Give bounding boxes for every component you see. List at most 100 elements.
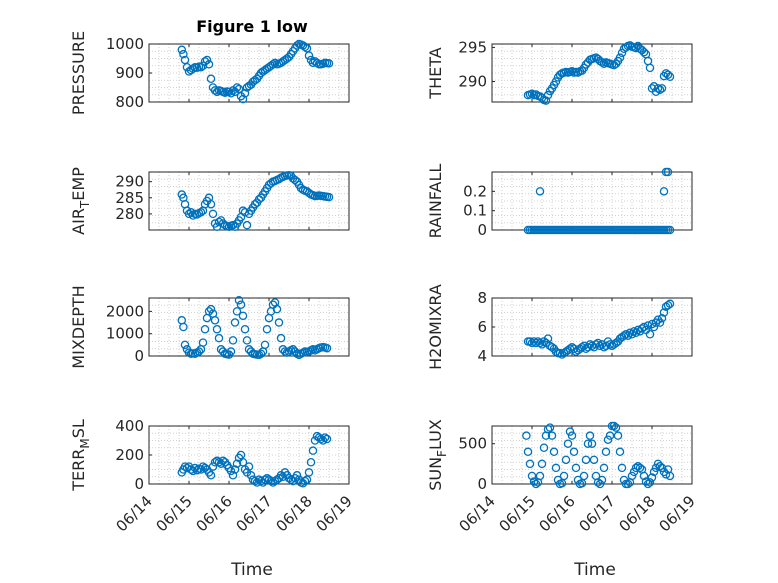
data-point [230, 318, 240, 327]
data-point [194, 347, 204, 356]
data-point [621, 329, 631, 339]
data-point [639, 471, 649, 481]
data-point [250, 476, 260, 486]
data-point [665, 225, 675, 235]
data-point [240, 208, 250, 217]
data-point [244, 462, 254, 471]
data-point [206, 471, 216, 480]
data-point [601, 447, 611, 457]
y-tick-label: 200 [115, 446, 144, 464]
y-tick-label: 800 [115, 93, 144, 111]
data-point [617, 48, 627, 58]
data-point [210, 457, 220, 467]
data-point [595, 479, 605, 489]
data-point [210, 316, 220, 325]
y-tick-label: 290 [115, 173, 144, 191]
y-axis-label: SUNFLUX [426, 419, 449, 491]
data-point [657, 84, 667, 93]
panel-mixdepth: 0 1000 2000 MIXDEPTH [69, 285, 350, 369]
data-point [324, 59, 334, 68]
y-axis-label: MIXDEPTH [69, 285, 88, 368]
x-tick-label: 06/19 [313, 492, 356, 535]
data-point [304, 468, 314, 477]
data-point [643, 479, 653, 489]
data-point [645, 63, 655, 73]
data-point [324, 192, 334, 202]
data-point [615, 53, 625, 62]
data-point [260, 475, 270, 484]
data-point [268, 60, 278, 69]
data-point [601, 341, 611, 351]
data-point [665, 299, 675, 309]
data-point [238, 94, 248, 104]
data-point [240, 89, 250, 98]
axes-box [491, 43, 693, 103]
data-point [202, 55, 212, 65]
y-tick-label: 0 [477, 221, 487, 239]
data-point [583, 439, 593, 448]
x-tick-label: 06/16 [193, 492, 236, 535]
data-point [649, 467, 659, 477]
data-point [214, 457, 224, 467]
data-point [629, 327, 639, 336]
data-point [238, 311, 248, 321]
data-point [242, 220, 252, 230]
panel-pressure: 800 900 1000 PRESSURE [69, 31, 350, 115]
data-point [599, 463, 609, 473]
data-point [551, 463, 561, 473]
y-tick-label: 0 [134, 347, 144, 365]
data-point [198, 61, 208, 71]
data-point [525, 459, 535, 469]
y-axis-label: TERRMSL [69, 419, 92, 492]
y-tick-label: 0 [134, 475, 144, 493]
data-point [179, 322, 188, 332]
data-point [529, 337, 539, 346]
data-point [587, 439, 597, 448]
data-point [200, 324, 210, 334]
data-point [228, 220, 238, 230]
data-point [645, 329, 655, 339]
data-point [525, 337, 535, 346]
y-tick-label: 280 [115, 205, 144, 223]
data-point [206, 199, 216, 209]
data-point [609, 421, 619, 431]
data-point [665, 471, 675, 481]
data-point [300, 476, 310, 486]
data-point [603, 435, 613, 444]
data-point [177, 316, 187, 325]
data-point [623, 479, 633, 489]
data-point [192, 465, 202, 475]
data-point [262, 324, 272, 334]
data-point [627, 471, 637, 481]
y-tick-label: 4 [477, 347, 487, 365]
data-point [581, 455, 591, 465]
data-point [615, 447, 625, 457]
data-point [270, 58, 280, 68]
data-point [611, 423, 621, 432]
data-point [531, 479, 541, 489]
y-tick-label: 1000 [106, 325, 144, 343]
panel-theta: 290 295 THETA [426, 38, 693, 105]
axes-box [148, 297, 350, 357]
data-point [567, 67, 577, 76]
data-point [246, 471, 256, 480]
y-tick-label: 500 [458, 435, 487, 453]
data-point [617, 463, 627, 473]
data-point [186, 465, 196, 474]
data-point [312, 58, 322, 68]
data-point [653, 84, 663, 93]
data-point [543, 424, 553, 434]
data-point [232, 307, 242, 316]
data-point [535, 471, 545, 481]
data-point [547, 431, 557, 440]
x-tick-label: 06/18 [616, 492, 659, 535]
data-point [256, 349, 266, 359]
data-point [292, 41, 302, 50]
y-tick-label: 285 [115, 189, 144, 207]
data-point [537, 459, 547, 469]
data-point [523, 447, 533, 457]
data-point [535, 187, 545, 196]
data-point [599, 59, 609, 69]
